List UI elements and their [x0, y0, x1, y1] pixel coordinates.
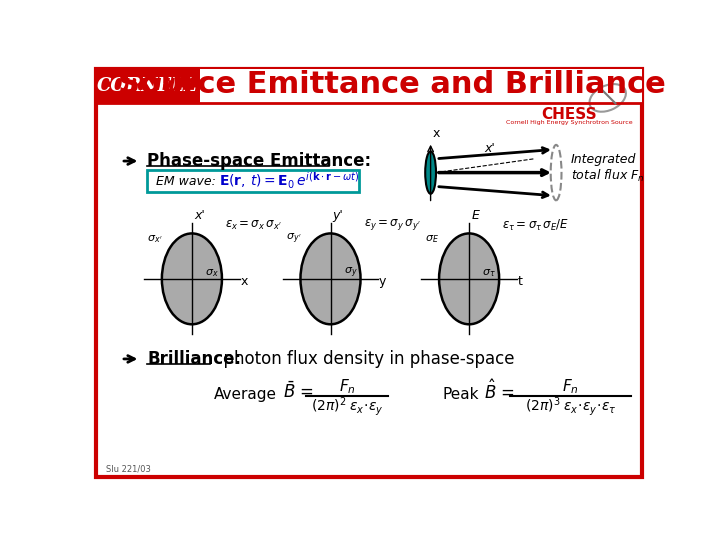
Text: $\sigma_E$: $\sigma_E$: [426, 233, 439, 245]
Bar: [199, 69, 642, 103]
Text: $F_n$: $F_n$: [562, 377, 579, 396]
Text: $\mathbf{E}(\mathbf{r},\,t) = \mathbf{E}_0\,e^{i(\mathbf{k}\cdot\mathbf{r}-\omeg: $\mathbf{E}(\mathbf{r},\,t) = \mathbf{E}…: [219, 171, 359, 191]
Text: $\sigma_\tau$: $\sigma_\tau$: [482, 267, 496, 279]
Text: Brilliance:: Brilliance:: [148, 350, 241, 368]
Text: Average: Average: [213, 387, 276, 402]
Text: Source Emittance and Brilliance: Source Emittance and Brilliance: [118, 70, 666, 99]
Text: $\sigma_{x^\prime}$: $\sigma_{x^\prime}$: [147, 233, 163, 245]
Text: x': x': [485, 142, 495, 155]
Text: photon flux density in phase-space: photon flux density in phase-space: [212, 350, 514, 368]
Ellipse shape: [300, 233, 361, 325]
Text: x: x: [240, 275, 248, 288]
Text: Cornell High Energy Synchrotron Source: Cornell High Energy Synchrotron Source: [506, 120, 632, 125]
Text: y': y': [333, 209, 343, 222]
Text: $(2\pi)^3\;\varepsilon_x\!\cdot\!\varepsilon_y\!\cdot\!\varepsilon_\tau$: $(2\pi)^3\;\varepsilon_x\!\cdot\!\vareps…: [525, 395, 616, 418]
Text: y: y: [379, 275, 387, 288]
Text: t: t: [518, 275, 523, 288]
Ellipse shape: [439, 233, 499, 325]
Text: Integrated
total flux $F_n$: Integrated total flux $F_n$: [571, 153, 644, 185]
Bar: [148, 170, 359, 192]
Text: $F_n$: $F_n$: [339, 377, 356, 396]
Text: $\varepsilon_\tau = \sigma_\tau\,\sigma_E/E$: $\varepsilon_\tau = \sigma_\tau\,\sigma_…: [503, 218, 570, 233]
Text: Slu 221/03: Slu 221/03: [106, 464, 150, 474]
Text: $\bar{B}$ =: $\bar{B}$ =: [283, 381, 314, 402]
Text: CORNELL: CORNELL: [97, 77, 197, 96]
Text: x: x: [433, 127, 441, 140]
Text: Peak: Peak: [442, 387, 479, 402]
Text: Phase-space Emittance:: Phase-space Emittance:: [148, 152, 372, 170]
Text: EM wave:: EM wave:: [156, 174, 216, 187]
Text: $\varepsilon_y = \sigma_y\,\sigma_{y^\prime}$: $\varepsilon_y = \sigma_y\,\sigma_{y^\pr…: [364, 218, 420, 232]
Text: $(2\pi)^2\;\varepsilon_x\!\cdot\!\varepsilon_y$: $(2\pi)^2\;\varepsilon_x\!\cdot\!\vareps…: [311, 395, 384, 418]
Bar: [96, 69, 199, 103]
Ellipse shape: [426, 151, 436, 194]
Text: $\hat{B}$ =: $\hat{B}$ =: [485, 380, 516, 403]
Text: $\sigma_{y^\prime}$: $\sigma_{y^\prime}$: [286, 232, 301, 246]
Text: x': x': [194, 209, 205, 222]
Text: E: E: [472, 209, 480, 222]
Text: CHESS: CHESS: [541, 107, 597, 123]
Text: $\varepsilon_x = \sigma_x\,\sigma_{x^\prime}$: $\varepsilon_x = \sigma_x\,\sigma_{x^\pr…: [225, 218, 282, 232]
Text: $\sigma_x$: $\sigma_x$: [205, 267, 219, 279]
Ellipse shape: [162, 233, 222, 325]
Text: $\sigma_y$: $\sigma_y$: [343, 266, 357, 280]
